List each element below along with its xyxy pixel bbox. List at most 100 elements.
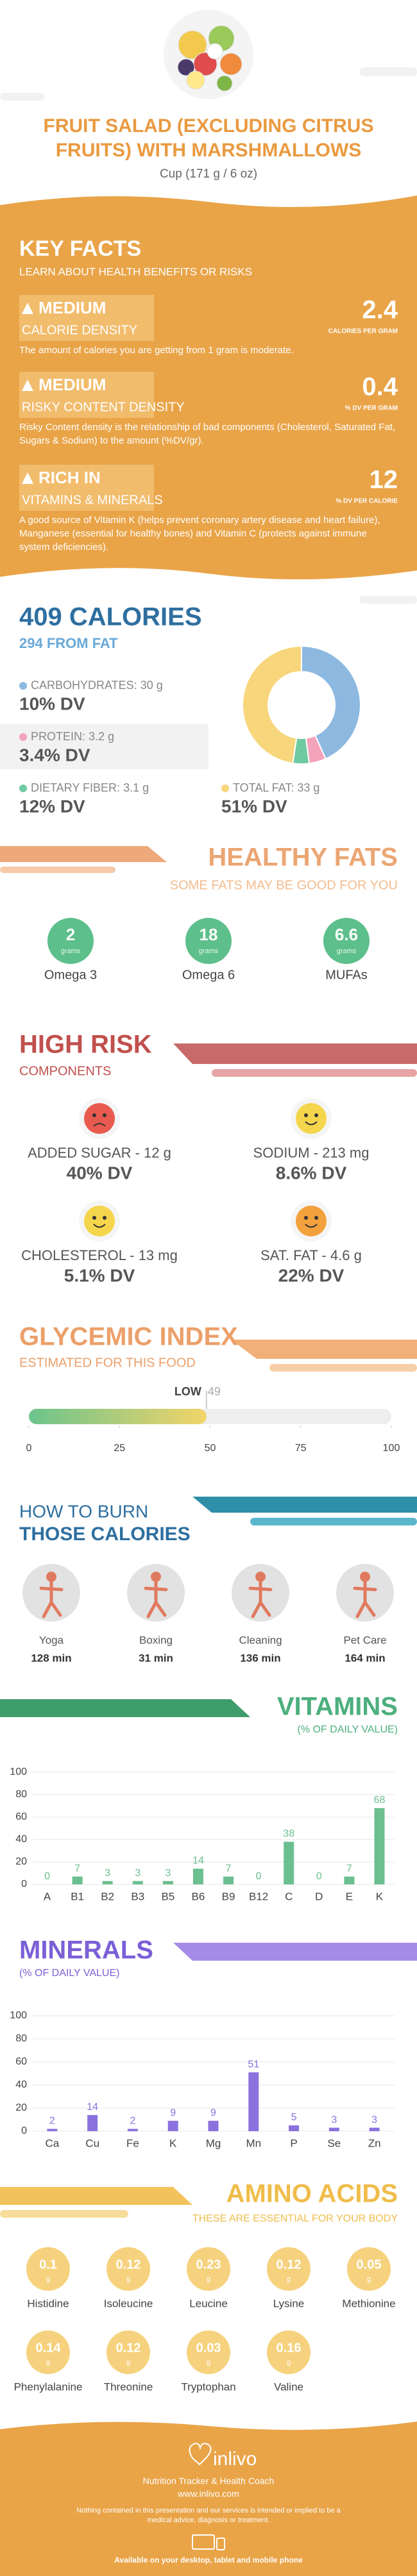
- bar: [248, 2072, 259, 2131]
- decoration: [207, 43, 223, 60]
- fact-description: A good source of Vitamin K (helps preven…: [19, 515, 380, 553]
- x-tick-label: Zn: [368, 2137, 381, 2149]
- decoration: [0, 93, 45, 101]
- decoration: [84, 1103, 115, 1134]
- bar: [102, 1881, 113, 1884]
- decoration: [178, 30, 207, 60]
- x-tick-label: B1: [71, 1890, 84, 1902]
- decoration: [304, 1216, 308, 1220]
- activity-time: 31 min: [139, 1652, 173, 1664]
- decoration: [92, 1216, 96, 1220]
- fact-unit: % DV PER GRAM: [345, 405, 398, 412]
- decoration: [305, 1121, 318, 1126]
- decoration: [314, 1113, 318, 1117]
- decoration: [0, 1699, 250, 1717]
- legend-name: DIETARY FIBER: [31, 781, 117, 794]
- x-tick-label: B12: [249, 1890, 268, 1902]
- legend-name: PROTEIN: [31, 730, 82, 743]
- decoration: [39, 1580, 64, 1618]
- activity-time: 128 min: [31, 1652, 71, 1664]
- x-tick-label: K: [169, 2137, 177, 2149]
- activity-name: Boxing: [139, 1634, 173, 1646]
- decoration: [192, 2534, 215, 2550]
- fact-description: Risky Content density is the relationshi…: [19, 422, 396, 446]
- legend-dv: 51% DV: [221, 796, 287, 816]
- value-label: 51: [248, 2059, 259, 2070]
- amino-value: 0.12: [277, 2257, 302, 2272]
- risk-label: SODIUM - 213 mg: [253, 1145, 370, 1161]
- legend-label: PROTEIN: 3.2 g: [31, 730, 114, 743]
- amino-unit: g: [207, 2275, 210, 2283]
- amino-value: 0.05: [357, 2257, 382, 2272]
- decoration: [0, 724, 208, 769]
- fat-name: MUFAs: [325, 968, 368, 982]
- value-label: 0: [316, 1871, 322, 1882]
- fat-circle: [185, 918, 232, 964]
- decoration: [46, 1572, 56, 1582]
- y-tick-label: 100: [10, 1766, 27, 1777]
- activity-time: 136 min: [240, 1652, 280, 1664]
- legend-label: DIETARY FIBER: 3.1 g: [31, 781, 149, 794]
- value-label: 3: [135, 1868, 140, 1879]
- bar: [192, 1868, 203, 1884]
- decoration: [255, 1572, 266, 1582]
- decoration: [189, 2443, 212, 2466]
- calories-title: 409 CALORIES: [19, 603, 202, 631]
- risk-label: CHOLESTEROL - 13 mg: [21, 1247, 178, 1263]
- fat-unit: grams: [61, 947, 81, 955]
- decoration: [177, 58, 195, 76]
- legend-label: CARBOHYDRATES: 30 g: [31, 679, 163, 692]
- decoration: [216, 2538, 225, 2550]
- value-label: 3: [105, 1868, 110, 1879]
- amino-unit: g: [46, 2275, 50, 2283]
- decoration: [296, 1103, 327, 1134]
- legend-value: 33 g: [297, 781, 319, 794]
- footer-tagline: Nutrition Tracker & Health Coach: [143, 2476, 275, 2486]
- section-title: HIGH RISK: [19, 1031, 152, 1059]
- y-tick-label: 0: [21, 2125, 27, 2136]
- section-title: MINERALS: [19, 1936, 153, 1965]
- decoration: [0, 846, 167, 862]
- x-tick-label: Cu: [85, 2137, 99, 2149]
- amino-value: 0.14: [36, 2341, 62, 2355]
- fat-value: 6.6: [335, 925, 358, 944]
- amino-name: Isoleucine: [104, 2297, 153, 2309]
- risk-dv: 22% DV: [278, 1265, 345, 1285]
- decoration: [22, 303, 33, 314]
- fact-value: 0.4: [362, 373, 398, 401]
- x-tick-label: B5: [161, 1890, 174, 1902]
- decoration: [305, 1224, 318, 1228]
- value-label: 7: [226, 1863, 232, 1874]
- title: FRUIT SALAD (EXCLUDING CITRUS FRUITS) WI…: [43, 115, 374, 161]
- amino-value: 0.1: [39, 2257, 57, 2272]
- subtitle: Cup (171 g / 6 oz): [160, 167, 257, 181]
- x-tick-label: C: [285, 1890, 293, 1902]
- x-tick-label: B2: [101, 1890, 114, 1902]
- bar: [223, 1876, 234, 1884]
- section-subtitle: ESTIMATED FOR THIS FOOD: [19, 1356, 196, 1370]
- decoration: [314, 1216, 318, 1220]
- decoration: [269, 1364, 417, 1372]
- fact-label: CALORIE DENSITY: [22, 323, 137, 337]
- x-tick-label: B9: [222, 1890, 235, 1902]
- fat-unit: grams: [337, 947, 357, 955]
- value-label: 9: [210, 2107, 216, 2118]
- x-tick-label: 50: [205, 1443, 216, 1454]
- decoration: [103, 1216, 106, 1220]
- value-label: 0: [44, 1871, 50, 1882]
- value-label: 7: [74, 1863, 80, 1874]
- risk-label: SAT. FAT - 4.6 g: [260, 1247, 362, 1263]
- amino-unit: g: [367, 2275, 371, 2283]
- y-tick-label: 20: [15, 2102, 27, 2113]
- legend-value: 30 g: [140, 679, 163, 692]
- pie-segment: [242, 645, 302, 765]
- fact-label: VITAMINS & MINERALS: [22, 493, 163, 507]
- bar: [132, 1881, 143, 1884]
- bar: [208, 2120, 219, 2131]
- amino-circle: [106, 2331, 150, 2374]
- amino-name: Threonine: [104, 2381, 153, 2393]
- fat-value: 18: [200, 925, 218, 944]
- value-label: 3: [371, 2115, 377, 2125]
- x-tick-label: Mg: [206, 2137, 221, 2149]
- amino-value: 0.12: [116, 2341, 141, 2355]
